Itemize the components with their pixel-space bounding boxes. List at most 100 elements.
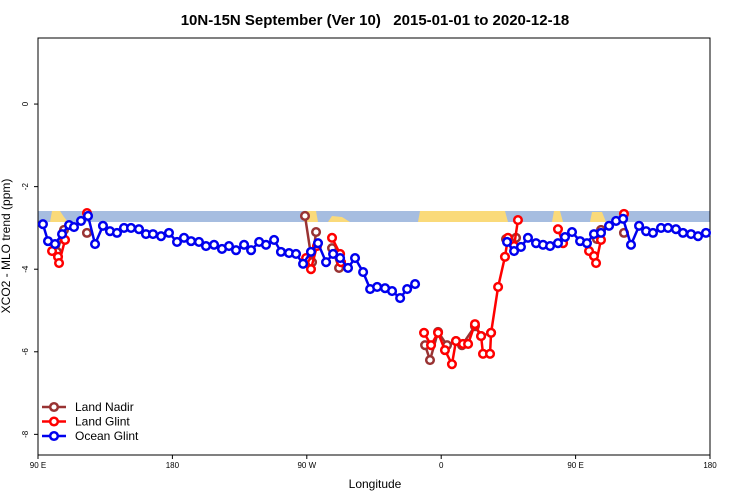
x-tick-label: 90 E xyxy=(30,461,46,470)
point xyxy=(75,215,87,226)
point xyxy=(552,238,564,249)
point xyxy=(56,229,68,240)
point xyxy=(312,238,324,249)
point xyxy=(156,231,167,242)
point xyxy=(493,281,504,293)
point xyxy=(509,245,520,257)
point xyxy=(37,219,48,230)
x-tick-label: 180 xyxy=(166,461,180,470)
point xyxy=(275,246,287,257)
point xyxy=(326,232,338,243)
point xyxy=(246,245,257,256)
point xyxy=(230,245,242,256)
x-tick-label: 180 xyxy=(703,461,717,470)
point xyxy=(502,236,513,248)
legend-marker xyxy=(48,430,60,442)
legend-marker xyxy=(48,416,60,427)
point xyxy=(439,345,450,356)
point xyxy=(559,231,571,243)
point xyxy=(321,257,332,268)
point xyxy=(647,227,659,238)
point xyxy=(305,264,317,275)
land-ocean-band xyxy=(38,211,710,222)
y-axis-label: XCO2 - MLO trend (ppm) xyxy=(0,179,13,314)
point xyxy=(410,279,421,290)
land-patch xyxy=(552,211,563,222)
point xyxy=(68,222,80,233)
point xyxy=(239,239,250,250)
point xyxy=(581,238,592,249)
point xyxy=(81,227,93,238)
point xyxy=(97,220,109,231)
point xyxy=(545,241,556,252)
point xyxy=(552,224,564,235)
point xyxy=(446,359,458,370)
point xyxy=(634,220,645,231)
point xyxy=(463,338,474,349)
point xyxy=(522,232,534,243)
point xyxy=(163,227,175,238)
y-tick-label: -8 xyxy=(21,430,30,438)
x-tick-label: 0 xyxy=(439,461,444,470)
plot-frame xyxy=(37,37,711,456)
y-tick-label: -6 xyxy=(21,348,30,356)
legend-label: Land Glint xyxy=(75,415,130,429)
point xyxy=(425,340,437,351)
point xyxy=(486,327,497,338)
plot-area xyxy=(37,208,712,370)
point xyxy=(499,251,511,262)
point xyxy=(133,224,144,235)
point xyxy=(677,227,689,238)
y-tick-label: 0 xyxy=(21,101,30,106)
land-patch xyxy=(418,211,508,222)
point xyxy=(349,253,361,264)
point xyxy=(89,238,101,250)
point xyxy=(171,236,183,248)
point xyxy=(418,327,430,338)
legend-label: Land Nadir xyxy=(75,400,134,414)
point xyxy=(512,215,524,226)
point xyxy=(311,226,322,238)
point xyxy=(299,210,311,221)
point xyxy=(358,267,369,278)
point xyxy=(700,227,712,238)
point xyxy=(515,241,526,252)
point xyxy=(193,236,205,248)
point xyxy=(82,210,94,221)
point xyxy=(618,213,629,224)
point xyxy=(54,257,65,269)
point xyxy=(662,222,674,233)
point xyxy=(209,239,220,250)
point xyxy=(433,327,444,338)
chart-title: 10N-15N September (Ver 10) 2015-01-01 to… xyxy=(181,12,570,29)
point xyxy=(604,220,615,231)
point xyxy=(200,241,212,252)
point xyxy=(566,226,578,238)
point xyxy=(260,239,272,250)
legend-marker xyxy=(48,401,60,413)
point xyxy=(111,227,123,238)
point xyxy=(469,319,480,330)
point xyxy=(387,286,398,297)
land-patch xyxy=(328,216,350,222)
point xyxy=(595,227,607,238)
y-tick-label: -2 xyxy=(21,183,30,191)
x-tick-label: 90 E xyxy=(567,461,583,470)
point xyxy=(290,248,302,259)
point xyxy=(395,293,406,304)
point xyxy=(693,231,704,242)
point xyxy=(402,283,413,295)
point xyxy=(625,239,637,250)
x-tick-label: 90 W xyxy=(297,461,316,470)
point xyxy=(223,241,235,252)
land-patch xyxy=(590,212,606,222)
point xyxy=(372,281,383,293)
point xyxy=(424,354,436,366)
point xyxy=(342,262,354,274)
ocean-band xyxy=(38,211,710,222)
point xyxy=(335,253,346,264)
point xyxy=(125,222,137,233)
